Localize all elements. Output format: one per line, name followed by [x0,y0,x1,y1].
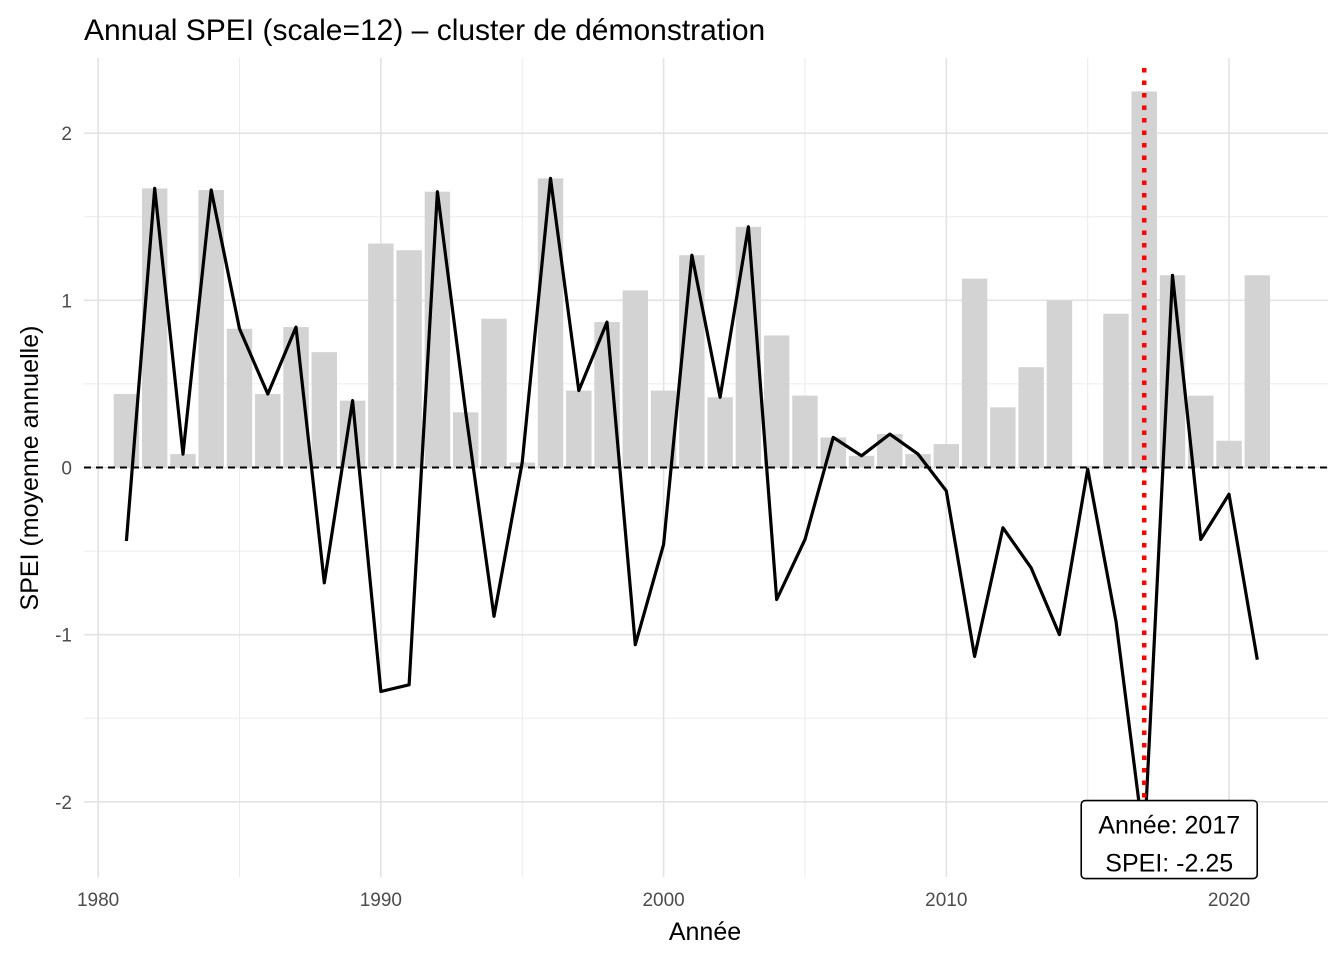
x-tick-label: 1990 [360,890,402,911]
x-tick-label: 1980 [77,890,119,911]
bar-2016 [1103,313,1129,468]
y-tick-labels: -2 -1 0 1 2 [55,124,72,814]
x-tick-label: 2020 [1208,890,1250,911]
bar-2007 [848,455,875,468]
bar-1997 [566,390,592,468]
bar-2020 [1216,440,1242,468]
bar-1991 [396,250,422,468]
bar-2012 [990,407,1016,468]
bar-2010 [933,444,960,468]
bar-2004 [763,335,790,468]
y-axis-title: SPEI (moyenne annuelle) [16,326,44,611]
spei-line-series [124,176,1259,846]
bar-series [113,91,1271,468]
bar-1994 [481,318,507,468]
bar-1996 [537,178,564,468]
bar-1983 [170,454,196,468]
x-tick-labels: 1980 1990 2000 2010 2020 [77,890,1250,911]
y-tick-label: 2 [61,124,72,145]
bar-1988 [311,352,338,468]
bar-1986 [255,393,281,468]
annotation-label: Année: 2017 SPEI: -2.25 [1080,799,1259,880]
y-tick-label: -1 [55,626,72,647]
x-axis-title: Année [669,918,741,946]
y-tick-label: -2 [55,793,72,814]
x-tick-label: 2000 [642,890,684,911]
bar-2005 [792,395,818,468]
bar-2002 [707,397,733,468]
bar-2011 [961,278,988,468]
bar-1990 [368,243,394,468]
y-tick-label: 0 [61,459,72,480]
bar-2013 [1018,367,1044,468]
y-tick-label: 1 [61,291,72,312]
annotation-line-value: SPEI: -2.25 [1105,850,1233,878]
bar-2014 [1046,300,1073,468]
annotation-line-year: Année: 2017 [1098,812,1240,840]
bar-1999 [622,290,649,468]
annotation-box [1080,799,1259,880]
bar-1982 [141,188,168,468]
bar-2021 [1244,275,1271,468]
x-tick-label: 2010 [925,890,967,911]
chart-title: Annual SPEI (scale=12) – cluster de démo… [84,14,765,47]
bar-2015 [1074,465,1101,468]
bar-2017 [1131,91,1157,468]
